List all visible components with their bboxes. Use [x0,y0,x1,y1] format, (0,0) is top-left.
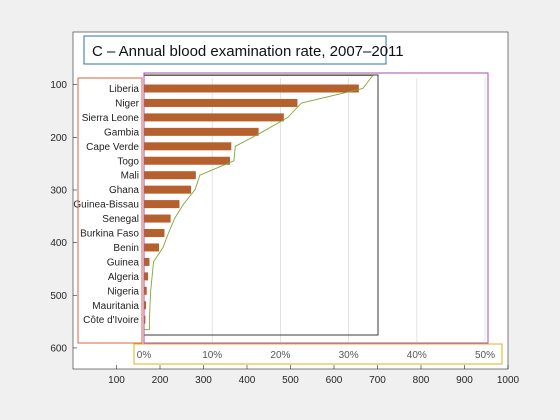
percent-tick-label: 40% [407,350,427,361]
percent-axis-box [133,343,503,365]
x-tick-label: 300 [195,375,212,386]
x-tick-label: 100 [108,375,125,386]
bars [144,84,359,324]
percent-tick-label: 10% [202,350,222,361]
category-label: Cape Verde [86,142,139,153]
category-label: Mali [121,171,139,182]
bar [144,257,150,266]
category-label: Gambia [104,127,139,138]
bar [144,315,146,324]
bar [144,272,149,281]
x-tick-label: 1000 [497,375,520,386]
y-tick-label: 500 [50,291,67,302]
category-label: Senegal [102,214,139,225]
title-box [83,35,387,65]
bar [144,113,284,122]
x-tick-label: 400 [239,375,256,386]
x-tick-label: 600 [326,375,343,386]
category-label: Guinea-Bissau [73,200,139,211]
labels-box [77,77,143,344]
bar [144,286,147,295]
bar [144,98,298,107]
percent-tick-label: 20% [270,350,290,361]
y-tick-label: 400 [50,238,67,249]
category-labels: Liberia Niger Sierra Leone Gambia Cape Verde… [73,84,139,326]
chart-title: C – Annual blood examination rate, 2007–… [92,43,404,60]
category-label: Niger [115,98,140,109]
bar [144,301,147,310]
bar [144,171,196,180]
bar [144,156,230,165]
y-tick-label: 100 [50,80,67,91]
category-label: Benin [113,243,139,254]
x-tick-label: 900 [456,375,473,386]
bar [144,84,359,93]
y-tick-label: 600 [50,343,67,354]
category-label: Nigeria [107,286,139,297]
category-label: Algeria [108,272,140,283]
embedded-image: Liberia Niger Sierra Leone Gambia Cape Verde… [73,35,503,365]
y-tick-label: 300 [50,185,67,196]
percent-ticks: 0% 10% 20% 30% 40% 50% [137,350,495,361]
category-label: Togo [117,156,139,167]
bar [144,200,180,209]
x-tick-label: 500 [282,375,299,386]
percent-tick-label: 0% [137,350,152,361]
category-label: Sierra Leone [82,113,140,124]
figure-axes-ticks: 100 200 300 400 500 600 700 800 900 1000 100 200 300… [50,80,519,386]
bar [144,214,171,223]
category-label: Ghana [109,185,139,196]
percent-tick-label: 50% [475,350,495,361]
x-tick-label: 700 [369,375,386,386]
bar [144,229,165,237]
category-label: Burkina Faso [80,229,139,240]
bar [144,127,259,136]
percent-tick-label: 30% [339,350,359,361]
bar [144,243,160,252]
x-tick-label: 800 [413,375,430,386]
y-tick-label: 200 [50,133,67,144]
bar-outline [144,75,374,331]
bar [144,142,232,151]
plot-box [143,72,489,344]
category-label: Guinea [107,257,140,268]
category-label: Mauritania [92,301,139,312]
category-label: Liberia [109,84,139,95]
x-tick-label: 200 [152,375,169,386]
bar [144,185,192,194]
category-label: Côte d'Ivoire [83,315,139,326]
